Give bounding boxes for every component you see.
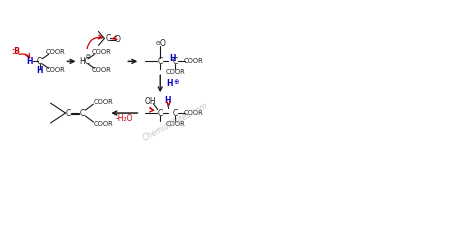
- Text: COOR: COOR: [91, 49, 111, 55]
- Text: COOR: COOR: [93, 121, 113, 127]
- Text: C: C: [105, 34, 110, 43]
- Text: C: C: [173, 109, 178, 118]
- Text: OH: OH: [145, 97, 156, 106]
- Text: C: C: [157, 109, 163, 118]
- Text: O: O: [159, 39, 165, 48]
- Text: Θ: Θ: [86, 54, 90, 59]
- Text: COOR: COOR: [165, 121, 185, 127]
- Text: COOR: COOR: [46, 49, 65, 55]
- Text: H: H: [169, 54, 175, 63]
- Text: H: H: [164, 96, 171, 105]
- Text: C: C: [173, 57, 178, 66]
- Text: ⊕: ⊕: [173, 79, 179, 85]
- Text: HC: HC: [79, 57, 90, 66]
- Text: COOR: COOR: [183, 58, 203, 64]
- Text: COOR: COOR: [91, 67, 111, 73]
- Text: -H₂O: -H₂O: [116, 113, 133, 122]
- Text: :B: :B: [11, 47, 20, 56]
- Text: ChemistNotes.com: ChemistNotes.com: [142, 101, 210, 142]
- Text: C: C: [157, 57, 163, 66]
- Text: H: H: [36, 66, 43, 75]
- Text: O: O: [115, 35, 121, 44]
- Text: C: C: [80, 109, 85, 118]
- Text: COOR: COOR: [165, 69, 185, 75]
- Text: COOR: COOR: [46, 67, 65, 73]
- Text: C: C: [66, 109, 71, 118]
- Text: COOR: COOR: [183, 110, 203, 116]
- Text: H: H: [166, 79, 173, 88]
- Text: C: C: [37, 57, 42, 66]
- Text: H: H: [27, 57, 33, 66]
- Text: COOR: COOR: [93, 99, 113, 105]
- Text: Θ: Θ: [156, 41, 161, 46]
